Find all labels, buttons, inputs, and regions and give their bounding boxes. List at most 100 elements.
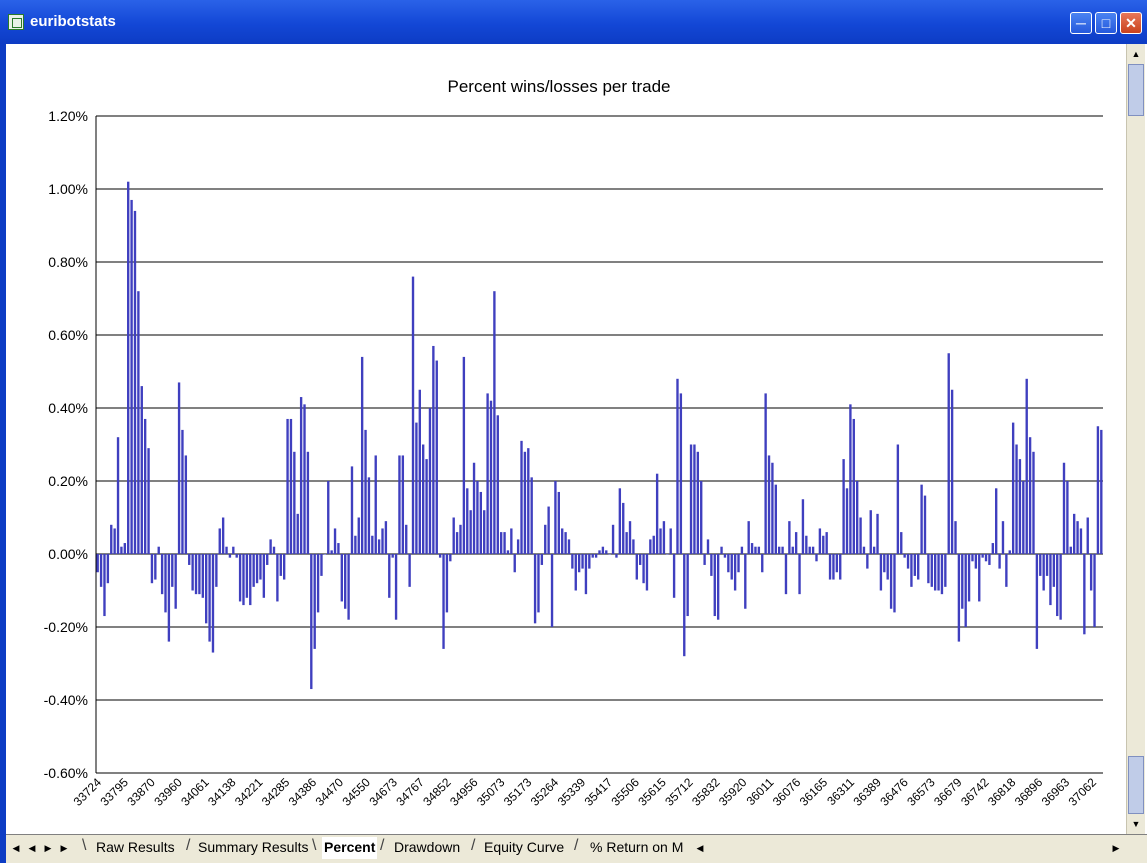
bar (601, 546, 605, 554)
close-button[interactable]: ✕ (1120, 12, 1142, 34)
bar (337, 543, 340, 554)
bar (1039, 554, 1042, 576)
y-tick-label: -0.40% (44, 692, 88, 708)
bar (666, 554, 669, 555)
scroll-up-icon[interactable]: ▲ (1131, 49, 1141, 59)
bar (506, 550, 510, 554)
x-tick-label: 35615 (635, 775, 669, 809)
bar (527, 448, 530, 554)
x-tick-label: 36573 (904, 775, 938, 809)
bar (693, 444, 696, 554)
bar (225, 546, 228, 554)
bar (747, 521, 750, 554)
x-tick-label: 34673 (366, 775, 400, 809)
bar (140, 386, 143, 554)
bar (1015, 444, 1018, 554)
bar (401, 455, 405, 554)
scroll-thumb-lower[interactable] (1128, 756, 1144, 814)
bar (771, 462, 774, 554)
bar (350, 466, 354, 554)
first-sheet-icon[interactable]: ◀ (12, 843, 20, 853)
x-tick-label: 36963 (1039, 775, 1073, 809)
bar (103, 554, 106, 617)
bar (581, 554, 584, 569)
bar (1005, 554, 1008, 587)
horizontal-scrollbar[interactable]: ◀ ▶ (690, 838, 1130, 858)
bar (238, 554, 242, 602)
minimize-button[interactable]: ─ (1070, 12, 1092, 34)
bar (550, 554, 554, 627)
x-tick-label: 35339 (555, 775, 589, 809)
bar (849, 404, 852, 554)
bar (455, 532, 459, 554)
prev-sheet-icon[interactable]: ◀ (28, 843, 36, 853)
last-sheet-icon[interactable]: ▶ (60, 843, 68, 853)
bar (459, 524, 462, 554)
bar (364, 429, 367, 554)
x-tick-label: 34956 (447, 775, 481, 809)
x-tick-label: 33870 (124, 775, 158, 809)
bar (418, 389, 421, 554)
x-tick-label: 36389 (850, 775, 884, 809)
tab-percent[interactable]: Percent (322, 837, 378, 859)
bar (1089, 554, 1093, 591)
bar (442, 554, 445, 649)
bar (394, 554, 398, 620)
scroll-down-icon[interactable]: ▼ (1131, 819, 1141, 829)
bar (801, 499, 805, 554)
scroll-right-icon[interactable]: ▶ (1112, 843, 1120, 853)
bar (828, 554, 832, 580)
bar (818, 528, 822, 554)
bar (269, 539, 272, 554)
x-tick-label: 36896 (1012, 775, 1046, 809)
bar (1072, 513, 1076, 554)
x-tick-label: 33795 (98, 775, 132, 809)
x-tick-label: 34767 (393, 775, 427, 809)
bar (703, 554, 706, 565)
chart-area[interactable]: Percent wins/losses per trade 1.20% 1.00%… (6, 44, 1110, 830)
bar (493, 291, 496, 554)
x-tick-label: 34470 (313, 775, 347, 809)
bar (903, 554, 906, 558)
bar (716, 554, 720, 620)
bar (825, 532, 828, 554)
maximize-button[interactable]: □ (1095, 12, 1117, 34)
bar (215, 554, 218, 587)
bar (879, 554, 883, 591)
bar (1056, 554, 1059, 617)
bar (160, 554, 164, 595)
bar (571, 554, 574, 569)
x-tick-label: 34285 (259, 775, 293, 809)
bar (503, 532, 506, 554)
bar (405, 524, 408, 554)
bar (561, 528, 564, 554)
bar (856, 481, 859, 554)
bar (774, 484, 777, 554)
bar (866, 554, 869, 569)
x-tick-label: 36818 (985, 775, 1019, 809)
tab-summary-results[interactable]: Summary Results (198, 839, 309, 855)
next-sheet-icon[interactable]: ▶ (44, 843, 52, 853)
bar (944, 554, 947, 587)
scroll-left-icon[interactable]: ◀ (696, 843, 704, 853)
bar (940, 554, 944, 595)
bar (174, 554, 177, 609)
bar (262, 554, 266, 598)
tab-drawdown[interactable]: Drawdown (394, 839, 461, 855)
tab-return-on-margin[interactable]: % Return on M (590, 839, 684, 855)
bar (710, 554, 713, 576)
tab-raw-results[interactable]: Raw Results (96, 839, 175, 855)
bar (306, 451, 310, 554)
bar (272, 546, 276, 554)
tab-equity-curve[interactable]: Equity Curve (484, 839, 565, 855)
bar (425, 459, 428, 554)
bar (167, 554, 171, 642)
bar (839, 554, 842, 580)
bar (184, 455, 188, 554)
bar (811, 546, 815, 554)
vertical-scrollbar[interactable]: ▲ ▼ (1126, 44, 1145, 834)
bar (472, 462, 476, 554)
scroll-thumb[interactable] (1128, 64, 1144, 116)
bar (340, 554, 343, 602)
bar (116, 437, 120, 554)
